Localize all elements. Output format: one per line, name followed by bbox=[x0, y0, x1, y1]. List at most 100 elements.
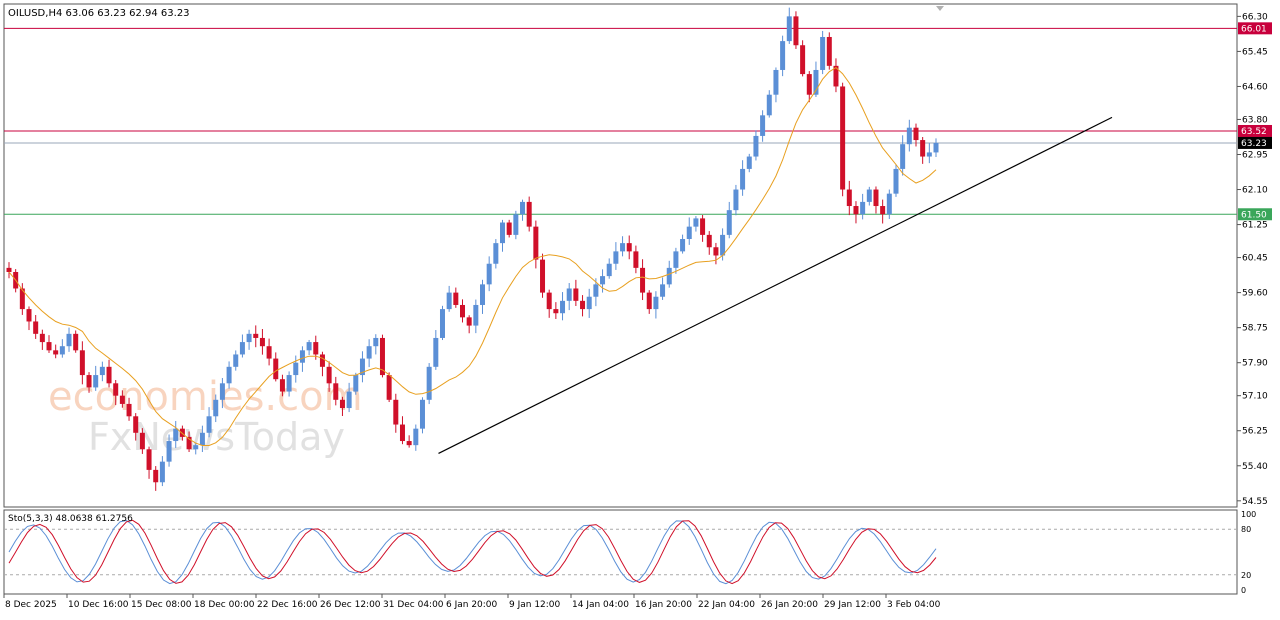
stochastic-k-line[interactable] bbox=[8, 519, 937, 585]
candle-body bbox=[813, 69, 819, 95]
y-tick-label: 60.45 bbox=[1242, 254, 1268, 264]
candle-body bbox=[933, 142, 939, 153]
candle-body bbox=[273, 358, 279, 380]
candle-body bbox=[580, 300, 586, 310]
candle-body bbox=[900, 144, 906, 169]
x-tick-label: 9 Jan 12:00 bbox=[509, 600, 561, 610]
candle-body bbox=[373, 337, 379, 347]
candle-body bbox=[480, 284, 486, 305]
candle-body bbox=[766, 94, 772, 116]
x-tick-label: 26 Dec 12:00 bbox=[320, 600, 381, 610]
candle-body bbox=[786, 16, 792, 42]
y-tick-label: 57.90 bbox=[1242, 359, 1268, 369]
candle-body bbox=[620, 243, 626, 252]
candle-body bbox=[640, 267, 646, 293]
candle-body bbox=[359, 358, 365, 376]
x-tick-label: 8 Dec 2025 bbox=[5, 600, 57, 610]
trendline[interactable] bbox=[438, 116, 1113, 454]
candle-body bbox=[299, 350, 305, 363]
x-tick-label: 29 Jan 12:00 bbox=[824, 600, 881, 610]
candle-body bbox=[746, 156, 752, 169]
x-tick-label: 22 Jan 04:00 bbox=[698, 600, 755, 610]
stochastic-label: Sto(5,3,3) 48.0638 61.2756 bbox=[8, 514, 133, 524]
stochastic-oscillator: 100 80 20 0 bbox=[4, 510, 1256, 595]
watermark-fxnewstoday: FxNewsToday bbox=[88, 415, 345, 459]
candle-body bbox=[286, 375, 292, 392]
candle-body bbox=[773, 69, 779, 95]
candle-body bbox=[920, 140, 926, 157]
candle-body bbox=[419, 399, 425, 429]
candle-body bbox=[646, 292, 652, 310]
candle-body bbox=[106, 366, 112, 384]
candle-body bbox=[426, 366, 432, 400]
candle-body bbox=[66, 333, 72, 347]
candle-body bbox=[506, 222, 512, 235]
y-tick-label: 58.75 bbox=[1242, 324, 1268, 334]
candle-body bbox=[673, 251, 679, 268]
x-tick-label: 22 Dec 16:00 bbox=[257, 600, 318, 610]
y-tick-label: 57.10 bbox=[1242, 392, 1268, 402]
candle-body bbox=[193, 445, 199, 450]
x-tick-label: 31 Dec 04:00 bbox=[383, 600, 444, 610]
candle-body bbox=[93, 375, 99, 388]
candle-body bbox=[540, 259, 546, 293]
watermark: economies.com FxNewsToday bbox=[48, 374, 363, 459]
candle-body bbox=[866, 189, 872, 202]
y-tick-label: 64.60 bbox=[1242, 82, 1268, 92]
candle-body bbox=[686, 226, 692, 240]
candle-body bbox=[39, 333, 45, 343]
moving-average bbox=[8, 66, 937, 446]
x-tick-label: 10 Dec 16:00 bbox=[68, 600, 129, 610]
y-tick-label: 62.95 bbox=[1242, 150, 1268, 160]
level-price-label: 63.52 bbox=[1241, 127, 1267, 137]
candle-body bbox=[73, 333, 79, 351]
candle-body bbox=[459, 304, 465, 318]
stochastic-d-line[interactable] bbox=[8, 519, 937, 585]
candle-body bbox=[19, 288, 25, 310]
x-tick-label: 6 Jan 20:00 bbox=[446, 600, 498, 610]
candle-body bbox=[133, 416, 139, 433]
candle-body bbox=[820, 36, 826, 70]
candle-body bbox=[213, 399, 219, 417]
candle-body bbox=[846, 189, 852, 207]
time-axis: 8 Dec 2025 10 Dec 16:00 15 Dec 08:00 18 Dec… bbox=[3, 594, 941, 610]
candle-body bbox=[833, 65, 839, 87]
candle-body bbox=[720, 234, 726, 256]
candle-body bbox=[59, 346, 65, 355]
y-tick-label: 63.80 bbox=[1242, 115, 1268, 125]
candle-body bbox=[219, 383, 225, 400]
candle-body bbox=[826, 36, 832, 66]
candle-body bbox=[146, 449, 152, 470]
level-price-label: 63.23 bbox=[1241, 139, 1267, 149]
candle-body bbox=[860, 201, 866, 215]
candle-body bbox=[253, 333, 259, 338]
candle-body bbox=[853, 206, 859, 215]
candle-body bbox=[326, 366, 332, 384]
candle-body bbox=[660, 284, 666, 297]
y-tick-label: 61.25 bbox=[1242, 221, 1268, 231]
candle-body bbox=[593, 284, 599, 297]
candle-body bbox=[513, 214, 519, 235]
candle-body bbox=[386, 375, 392, 400]
level-price-label: 66.01 bbox=[1241, 24, 1267, 34]
candle-body bbox=[159, 461, 165, 483]
candle-body bbox=[693, 218, 699, 227]
x-tick-label: 3 Feb 04:00 bbox=[887, 600, 941, 610]
horizontal-levels: 66.01 63.52 63.23 61.50 bbox=[4, 22, 1272, 221]
candle-body bbox=[626, 243, 632, 252]
chart-shift-marker[interactable] bbox=[936, 6, 944, 11]
candle-body bbox=[606, 263, 612, 277]
moving-average-line[interactable] bbox=[8, 66, 937, 446]
candle-body bbox=[179, 428, 185, 437]
oscillator-panel-frame bbox=[3, 509, 1238, 595]
candle-body bbox=[466, 317, 472, 326]
x-tick-label: 15 Dec 08:00 bbox=[131, 600, 192, 610]
candle-body bbox=[233, 354, 239, 367]
x-tick-label: 14 Jan 04:00 bbox=[572, 600, 629, 610]
candle-body bbox=[680, 239, 686, 252]
candle-body bbox=[700, 218, 706, 235]
stochastic-y-tick: 80 bbox=[1241, 525, 1251, 534]
candle-body bbox=[573, 288, 579, 301]
